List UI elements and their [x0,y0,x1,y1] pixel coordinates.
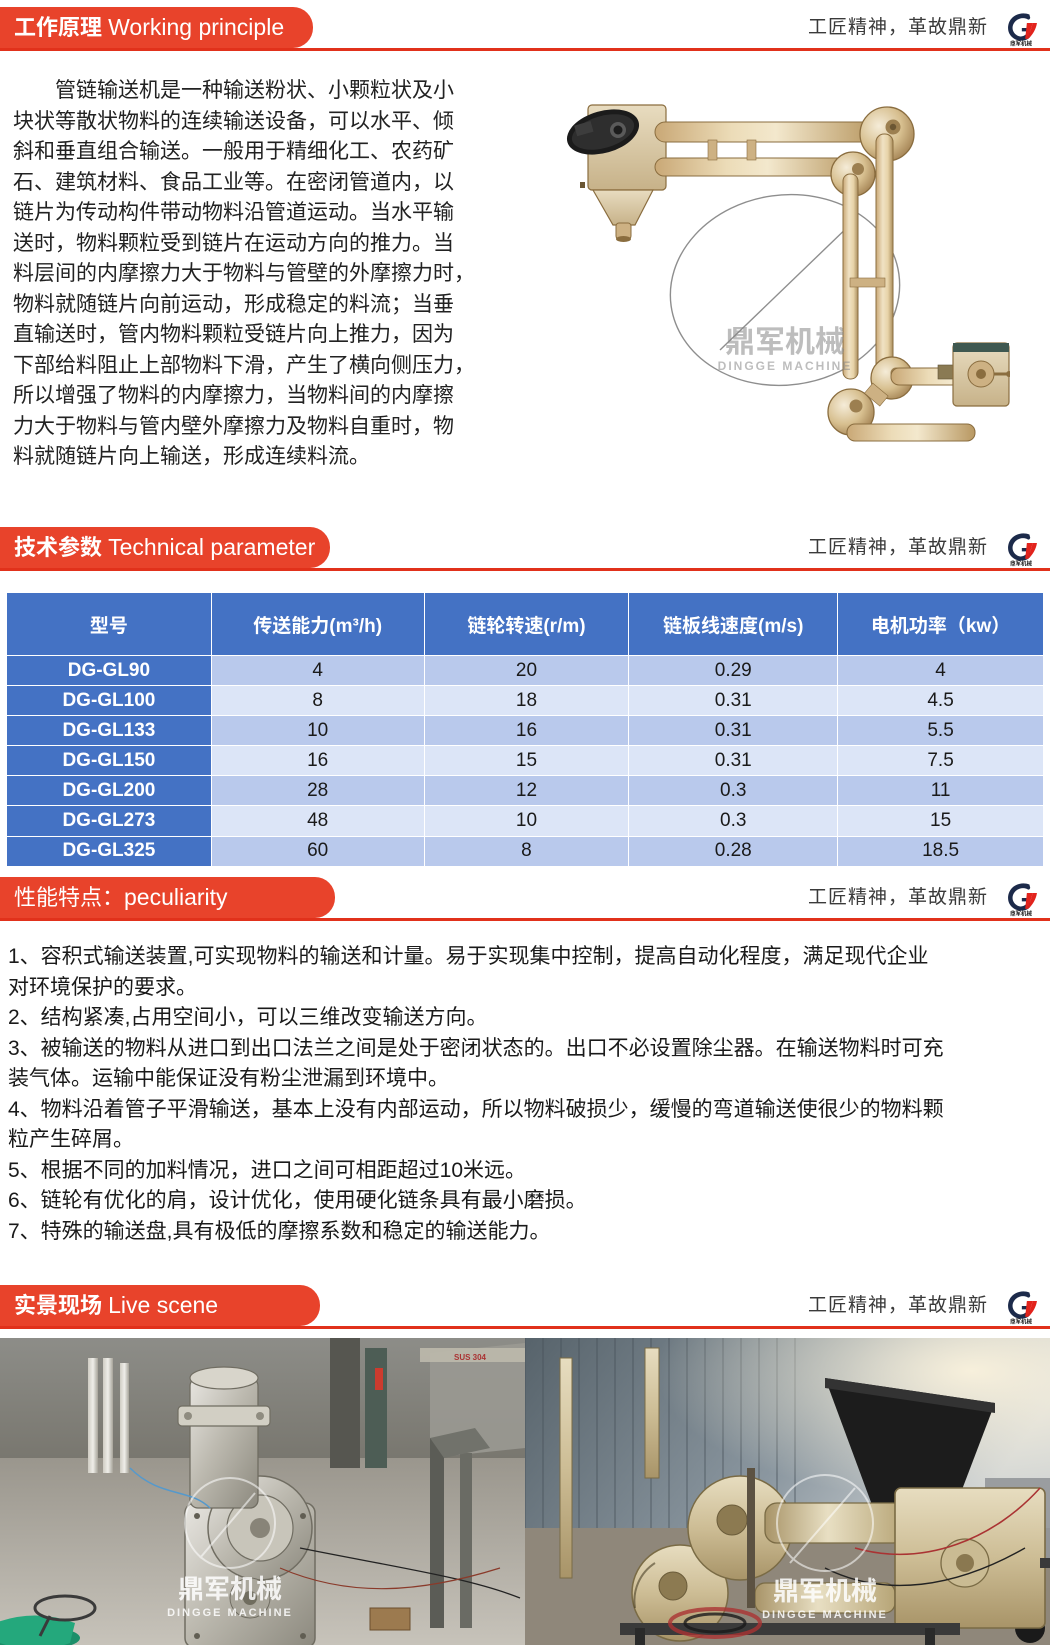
svg-text:鼎军机械: 鼎军机械 [1010,560,1032,568]
svg-text:DINGGE MACHINE: DINGGE MACHINE [167,1607,293,1619]
svg-text:鼎军机械: 鼎军机械 [1010,910,1032,918]
svg-text:DINGGE MACHINE: DINGGE MACHINE [718,359,853,373]
svg-text:鼎军机械: 鼎军机械 [1010,1318,1032,1326]
svg-text:DINGGE MACHINE: DINGGE MACHINE [762,1609,888,1621]
svg-text:鼎军机械: 鼎军机械 [773,1576,877,1606]
svg-text:鼎军机械: 鼎军机械 [725,326,845,359]
svg-text:鼎军机械: 鼎军机械 [178,1574,282,1604]
svg-text:SUS 304: SUS 304 [454,1353,487,1362]
svg-text:鼎军机械: 鼎军机械 [1010,40,1032,48]
